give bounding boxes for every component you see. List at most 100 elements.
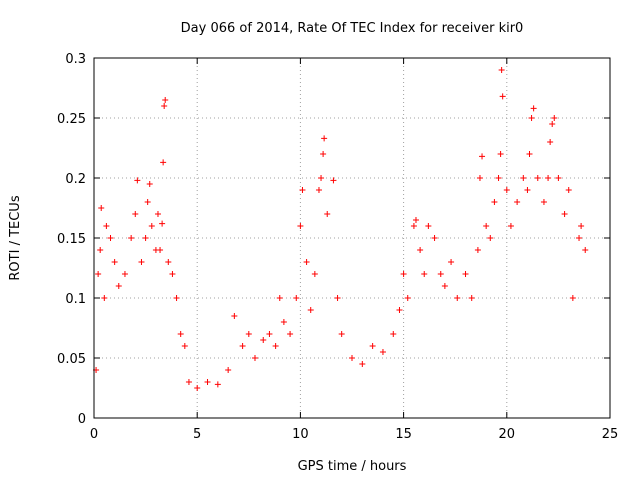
data-point	[540, 199, 547, 205]
data-point	[487, 235, 494, 241]
data-point	[297, 223, 304, 229]
data-point	[441, 283, 448, 289]
data-point	[468, 295, 475, 301]
data-point	[266, 331, 273, 337]
data-point	[524, 187, 531, 193]
data-point	[276, 295, 283, 301]
y-tick-label: 0.25	[57, 112, 86, 127]
data-point	[144, 199, 151, 205]
data-point	[555, 175, 562, 181]
axis-ticks: 0 5 10 15 20 25 0 0.05 0.1 0.15 0.2 0.25 0.3	[57, 52, 618, 442]
data-point	[194, 385, 201, 391]
data-point	[379, 349, 386, 355]
data-point	[330, 177, 337, 184]
data-point	[412, 217, 419, 223]
data-point	[231, 313, 238, 319]
data-point	[404, 295, 411, 301]
plot-frame	[93, 57, 611, 419]
data-point	[545, 175, 552, 181]
data-point	[474, 247, 481, 253]
data-point	[95, 271, 102, 277]
data-point	[528, 115, 535, 121]
data-point	[181, 343, 188, 349]
data-point	[299, 187, 306, 193]
data-point	[98, 205, 105, 211]
data-point	[462, 271, 469, 277]
data-point	[530, 105, 537, 112]
data-point	[173, 295, 180, 301]
data-point	[396, 307, 403, 313]
data-point	[491, 199, 498, 205]
data-point	[448, 259, 455, 265]
data-point	[400, 271, 407, 277]
data-point	[483, 223, 490, 229]
data-point	[185, 379, 192, 385]
data-point	[272, 343, 279, 349]
data-point	[315, 187, 322, 193]
data-point	[454, 295, 461, 301]
data-point	[569, 295, 576, 301]
data-point	[498, 67, 505, 73]
data-point	[582, 247, 589, 253]
data-point	[251, 355, 258, 361]
data-point	[324, 211, 331, 217]
data-point	[169, 271, 176, 277]
y-tick-label: 0.15	[57, 232, 86, 247]
data-point	[157, 247, 164, 253]
x-axis-label: GPS time / hours	[298, 459, 407, 474]
data-point	[417, 247, 424, 253]
data-point	[431, 235, 438, 241]
x-tick-label: 10	[292, 427, 309, 442]
data-point	[476, 175, 483, 181]
data-point	[134, 177, 141, 184]
x-tick-label: 25	[602, 427, 619, 442]
data-point	[287, 331, 294, 337]
chart-title: Day 066 of 2014, Rate Of TEC Index for r…	[181, 21, 524, 36]
data-point	[479, 153, 486, 160]
data-point	[565, 187, 572, 193]
data-point	[293, 295, 300, 301]
data-point	[437, 271, 444, 277]
data-point	[349, 355, 355, 361]
data-point	[547, 139, 554, 145]
data-point	[318, 175, 325, 181]
data-point	[115, 283, 122, 289]
data-point	[103, 223, 110, 229]
data-point	[154, 211, 161, 217]
data-point	[421, 271, 428, 277]
data-point	[132, 211, 139, 217]
y-tick-label: 0.05	[57, 352, 86, 367]
data-point	[142, 235, 149, 241]
data-point	[561, 211, 568, 217]
data-point	[177, 331, 184, 337]
data-point	[245, 331, 252, 337]
data-point	[303, 259, 310, 265]
data-point	[578, 223, 585, 229]
data-point	[320, 151, 327, 157]
data-point	[146, 181, 153, 187]
data-point	[499, 93, 506, 100]
data-point	[410, 223, 417, 229]
data-point	[214, 381, 221, 388]
data-point	[138, 259, 145, 265]
data-point	[495, 175, 502, 181]
data-point	[390, 331, 397, 337]
data-point	[162, 97, 169, 103]
data-point	[369, 343, 376, 349]
data-point	[107, 235, 114, 241]
data-point	[520, 175, 527, 181]
data-point	[204, 379, 211, 385]
data-point	[334, 295, 341, 301]
data-point	[128, 235, 135, 241]
data-point	[359, 361, 366, 367]
x-tick-label: 5	[193, 427, 201, 442]
data-point	[549, 121, 556, 127]
data-points	[93, 67, 589, 391]
data-point	[503, 187, 510, 193]
data-point	[260, 337, 267, 343]
data-point	[160, 159, 167, 166]
y-tick-label: 0.2	[65, 172, 86, 187]
data-point	[576, 235, 583, 241]
data-point	[97, 247, 104, 253]
grid-lines	[94, 58, 610, 418]
